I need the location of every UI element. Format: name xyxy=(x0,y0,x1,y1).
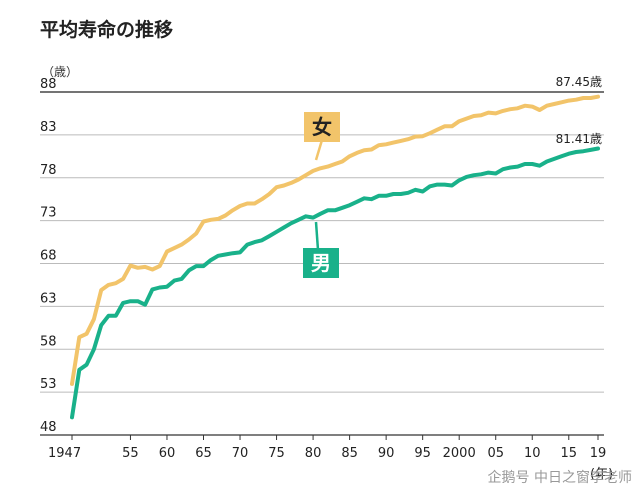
y-tick-label: 78 xyxy=(40,163,57,178)
y-tick-label: 68 xyxy=(40,249,57,264)
legend-badge-male: 男 xyxy=(303,221,339,278)
x-tick-label: 10 xyxy=(524,446,541,461)
x-tick-label: 75 xyxy=(268,446,285,461)
badge-male-pointer xyxy=(314,221,320,251)
x-tick-label: 15 xyxy=(561,446,578,461)
x-tick-label: 19 xyxy=(590,446,607,461)
y-tick-label: 88 xyxy=(40,77,57,92)
x-tick-label: 05 xyxy=(487,446,504,461)
y-tick-label: 83 xyxy=(40,120,57,135)
x-tick-label: 90 xyxy=(378,446,395,461)
y-unit-label: （歳） xyxy=(42,65,78,79)
x-tick-label: 65 xyxy=(195,446,212,461)
badge-female-label: 女 xyxy=(312,115,332,139)
badge-male-box xyxy=(303,248,339,278)
x-tick-label: 70 xyxy=(232,446,249,461)
legend-badge-female: 女 xyxy=(304,112,340,161)
y-tick-label: 58 xyxy=(40,334,57,349)
y-axis-ticks: 48 53 58 63 68 73 78 83 88 xyxy=(40,77,57,435)
series-line-male xyxy=(70,146,600,420)
x-tick-label: 95 xyxy=(414,446,431,461)
series-line-female xyxy=(70,94,600,386)
x-tick-label: 60 xyxy=(159,446,176,461)
female-end-label: 87.45歳 xyxy=(556,75,602,89)
series-lines xyxy=(70,94,600,420)
x-tick-label: 1947 xyxy=(48,446,81,461)
x-tick-label: 85 xyxy=(341,446,358,461)
y-tick-label: 48 xyxy=(40,420,57,435)
watermark: 企鹅号 中日之窗李老师 xyxy=(488,469,632,486)
y-tick-label: 73 xyxy=(40,206,57,221)
badge-male-label: 男 xyxy=(311,251,331,275)
x-tick-label: 55 xyxy=(122,446,139,461)
male-end-label: 81.41歳 xyxy=(556,132,602,146)
x-axis-ticks: 1947 55 60 65 70 75 80 85 90 95 2000 05 10 15 19 xyxy=(48,435,606,461)
x-unit-label: (年) xyxy=(590,467,613,482)
x-tick-label: 80 xyxy=(305,446,322,461)
y-tick-label: 53 xyxy=(40,377,57,392)
x-tick-label: 2000 xyxy=(443,446,476,461)
badge-female-pointer xyxy=(314,139,324,161)
chart-title: 平均寿命の推移 xyxy=(40,18,173,41)
badge-female-box xyxy=(304,112,340,142)
y-tick-label: 63 xyxy=(40,291,57,306)
